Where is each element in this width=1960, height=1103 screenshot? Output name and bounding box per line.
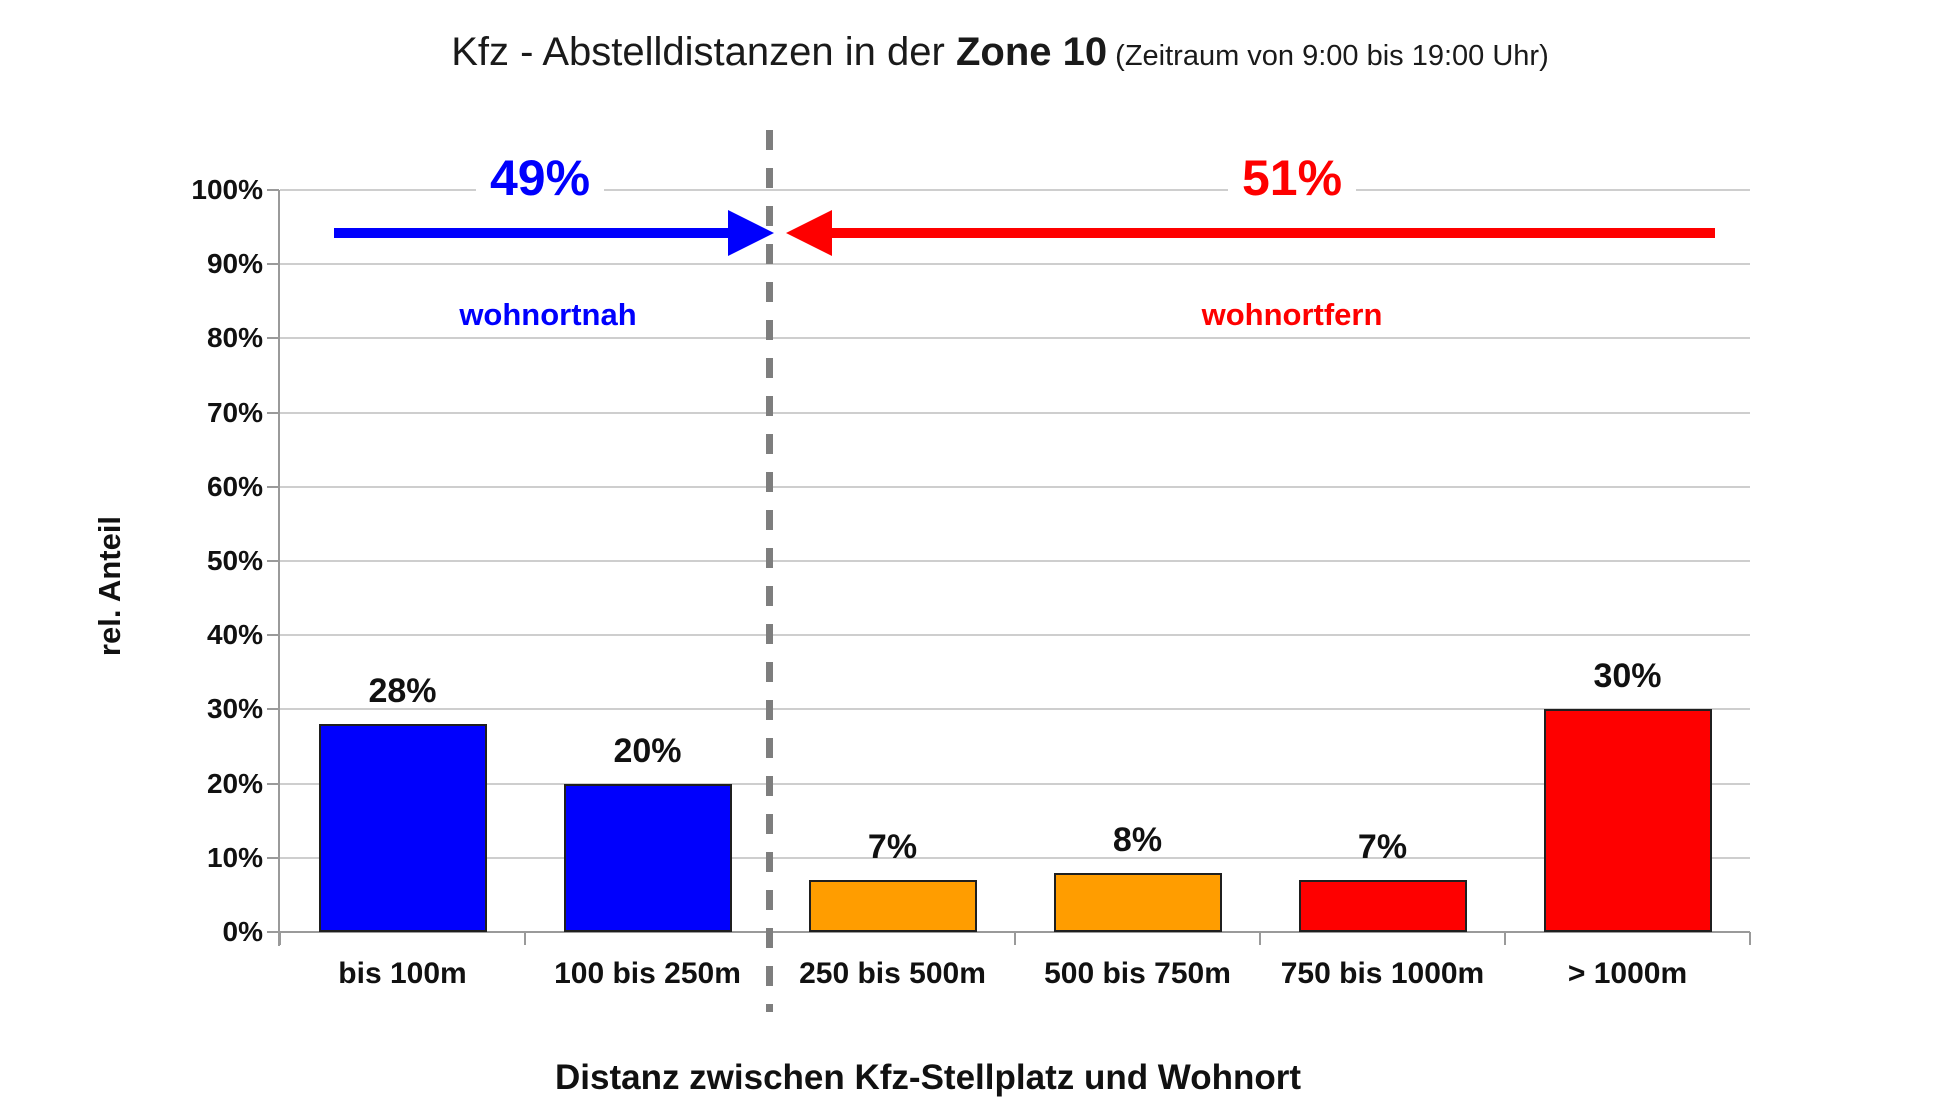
bar-value-label-5: 7% (1357, 828, 1408, 867)
far-group-label: wohnortfern (1042, 296, 1542, 334)
y-tick-80 (267, 337, 279, 340)
y-tick-100 (267, 189, 279, 191)
bar-3 (808, 880, 977, 932)
y-tick-label-10: 10% (206, 841, 263, 873)
y-tick-70 (267, 411, 279, 414)
category-label-2: 100 bis 250m (554, 957, 741, 990)
y-tick-0 (267, 931, 279, 933)
gridline-10 (280, 856, 1750, 859)
gridline-40 (280, 634, 1750, 637)
y-tick-label-90: 90% (206, 248, 263, 280)
bar-value-label-2: 20% (613, 731, 682, 770)
y-tick-label-30: 30% (206, 693, 263, 725)
bar-value-label-1: 28% (368, 672, 437, 711)
gridline-30 (280, 708, 1750, 711)
divider-dashed-line (766, 130, 773, 1012)
gridline-90 (280, 263, 1750, 266)
category-label-5: 750 bis 1000m (1280, 957, 1485, 990)
y-tick-30 (267, 708, 279, 711)
gridline-50 (280, 560, 1750, 562)
y-tick-label-50: 50% (206, 545, 263, 576)
y-tick-label-0: 0% (222, 916, 263, 947)
chart-title-zone: Zone 10 (955, 30, 1108, 74)
bar-6 (1543, 709, 1712, 932)
near-group-text: wohnortnah (445, 297, 651, 332)
bar-1 (318, 724, 487, 932)
y-tick-90 (267, 263, 279, 266)
near-percent-label: 49% (290, 150, 790, 206)
far-percent-label: 51% (1042, 150, 1542, 206)
bar-4 (1053, 872, 1222, 932)
bar-value-label-3: 7% (867, 828, 918, 867)
category-label-1: bis 100m (338, 957, 467, 990)
gridline-100 (280, 189, 1750, 191)
category-label-6: > 1000m (1567, 957, 1688, 990)
y-tick-20 (267, 782, 279, 785)
category-label-4: 500 bis 750m (1044, 957, 1231, 990)
chart-title-main: Kfz - Abstelldistanzen in der (451, 30, 956, 74)
gridline-80 (280, 337, 1750, 340)
gridline-70 (280, 411, 1750, 414)
x-boundary-tick-1 (524, 932, 526, 945)
x-boundary-tick-0 (279, 932, 281, 945)
gridline-60 (280, 485, 1750, 488)
y-tick-label-100: 100% (191, 174, 263, 205)
near-percent-text: 49% (475, 150, 605, 206)
bar-value-label-6: 30% (1593, 657, 1662, 696)
y-tick-label-60: 60% (206, 470, 263, 502)
chart-title: Kfz - Abstelldistanzen in der Zone 10 (Z… (40, 30, 1960, 75)
y-tick-10 (267, 856, 279, 859)
y-tick-label-70: 70% (206, 396, 263, 428)
gridline-20 (280, 782, 1750, 785)
y-tick-label-20: 20% (206, 767, 263, 799)
bar-value-label-4: 8% (1112, 820, 1163, 859)
y-axis-line (278, 190, 280, 946)
bar-5 (1298, 880, 1467, 932)
y-axis-label: rel. Anteil (92, 515, 127, 657)
y-tick-label-40: 40% (206, 619, 263, 651)
x-axis-label: Distanz zwischen Kfz-Stellplatz und Wohn… (554, 1058, 1302, 1097)
chart-title-period: (Zeitraum von 9:00 bis 19:00 Uhr) (1107, 40, 1549, 72)
far-group-text: wohnortfern (1187, 297, 1397, 332)
x-boundary-tick-6 (1749, 932, 1751, 945)
near-group-label: wohnortnah (298, 296, 798, 334)
x-boundary-tick-5 (1504, 932, 1506, 945)
y-tick-label-80: 80% (206, 322, 263, 354)
y-tick-40 (267, 634, 279, 637)
category-label-3: 250 bis 500m (799, 957, 986, 990)
y-tick-60 (267, 485, 279, 488)
far-percent-text: 51% (1227, 150, 1357, 206)
x-boundary-tick-3 (1014, 932, 1016, 945)
x-boundary-tick-4 (1259, 932, 1261, 945)
bar-2 (563, 783, 732, 932)
y-tick-50 (267, 560, 279, 562)
plot-area: 0% 10% 20% 30% 40% 50% 60% 70% 80% 90% 100% 28% bis … (191, 174, 1751, 990)
